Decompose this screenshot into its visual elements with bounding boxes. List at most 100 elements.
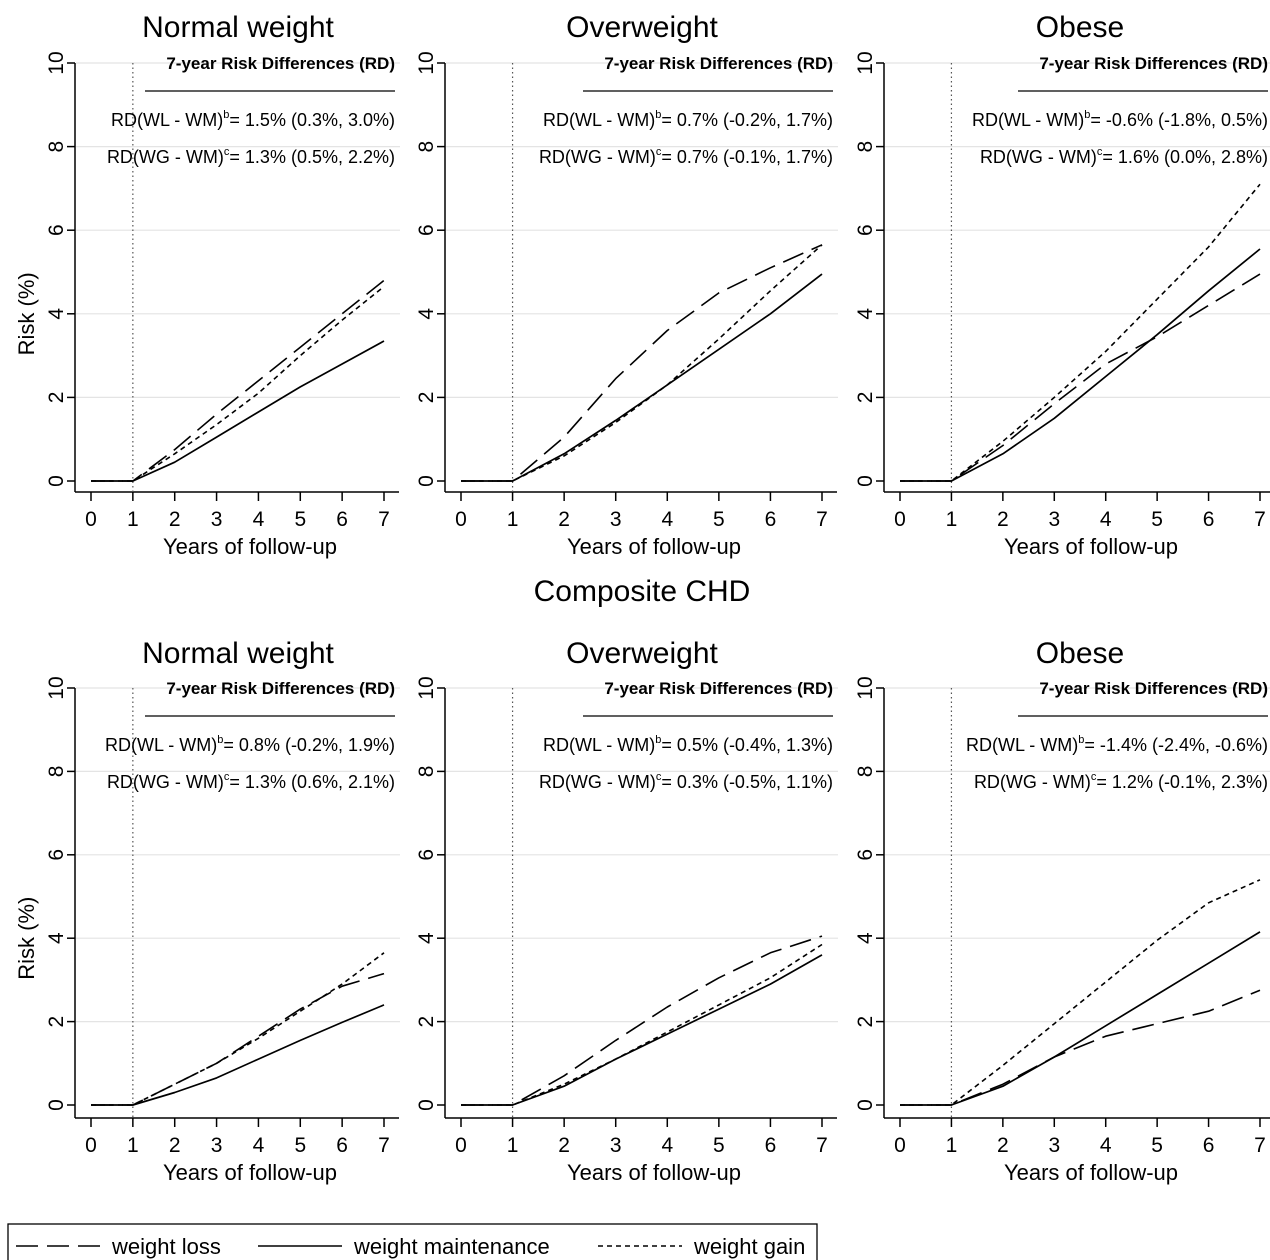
series-line — [900, 931, 1261, 1106]
series-line — [461, 244, 823, 482]
rd-line: RD(WG - WM)c= 0.7% (-0.1%, 1.7%) — [539, 146, 833, 167]
x-tick-label: 1 — [127, 508, 139, 531]
rd-line: RD(WG - WM)c= 0.3% (-0.5%, 1.1%) — [539, 771, 833, 792]
rd-header: 7-year Risk Differences (RD) — [166, 679, 395, 698]
rd-superscript: c — [656, 771, 662, 783]
x-tick-label: 4 — [1100, 1134, 1112, 1157]
rd-line: RD(WL - WM)b= 0.7% (-0.2%, 1.7%) — [543, 109, 833, 130]
x-tick-label: 2 — [558, 1134, 570, 1157]
x-tick-label: 2 — [997, 508, 1009, 531]
rd-superscript: b — [223, 109, 229, 121]
rd-value: = 1.3% (0.5%, 2.2%) — [229, 147, 395, 167]
series-line — [461, 244, 823, 482]
rd-value: = 1.6% (0.0%, 2.8%) — [1102, 147, 1268, 167]
rd-line: RD(WL - WM)b= 0.8% (-0.2%, 1.9%) — [105, 734, 395, 755]
y-tick-label: 0 — [854, 1099, 877, 1111]
x-tick-label: 5 — [1151, 508, 1163, 531]
rd-superscript: b — [655, 109, 661, 121]
y-tick-label: 8 — [854, 766, 877, 778]
x-tick-label: 4 — [253, 1134, 265, 1157]
x-tick-label: 5 — [713, 1134, 725, 1157]
x-tick-label: 6 — [765, 508, 777, 531]
series-line — [91, 340, 385, 482]
y-tick-label: 6 — [415, 224, 438, 236]
y-tick-label: 2 — [45, 392, 68, 404]
middle-title: Composite CHD — [534, 575, 751, 608]
legend-label: weight loss — [111, 1234, 221, 1259]
x-tick-label: 0 — [894, 1134, 906, 1157]
y-tick-label: 2 — [415, 1016, 438, 1028]
x-tick-label: 7 — [378, 508, 390, 531]
chart-panel: 0 2 4 6 8 10 0 1 2 3 4 5 6 7 Years of follow-up Obese 7-… — [854, 637, 1270, 1185]
x-tick-label: 3 — [610, 1134, 622, 1157]
y-tick-label: 2 — [415, 392, 438, 404]
x-tick-label: 6 — [1203, 1134, 1215, 1157]
y-tick-label: 8 — [415, 766, 438, 778]
rd-superscript: c — [656, 146, 662, 158]
x-tick-label: 3 — [211, 508, 223, 531]
rd-prefix: RD(WG - WM) — [107, 772, 224, 792]
x-axis-label: Years of follow-up — [567, 534, 741, 559]
rd-prefix: RD(WL - WM) — [105, 735, 217, 755]
x-axis-label: Years of follow-up — [1004, 1160, 1178, 1185]
y-tick-label: 10 — [45, 676, 68, 699]
x-tick-label: 6 — [1203, 508, 1215, 531]
series-line — [461, 943, 823, 1106]
chart-panel: 0 2 4 6 8 10 0 1 2 3 4 5 6 7 Years of follow-up Overwei… — [415, 11, 838, 559]
panel-title: Normal weight — [142, 637, 334, 670]
y-tick-label: 4 — [45, 308, 68, 320]
rd-line: RD(WL - WM)b= 0.5% (-0.4%, 1.3%) — [543, 734, 833, 755]
x-tick-label: 3 — [211, 1134, 223, 1157]
x-axis-label: Years of follow-up — [163, 1160, 337, 1185]
rd-line: RD(WL - WM)b= -0.6% (-1.8%, 0.5%) — [972, 109, 1268, 130]
y-tick-label: 4 — [854, 932, 877, 944]
x-tick-label: 0 — [455, 508, 467, 531]
series-line — [900, 989, 1261, 1106]
y-tick-label: 8 — [45, 141, 68, 153]
rd-prefix: RD(WL - WM) — [972, 110, 1084, 130]
rd-superscript: c — [1091, 771, 1097, 783]
x-tick-label: 5 — [713, 508, 725, 531]
rd-superscript: b — [217, 734, 223, 746]
y-tick-label: 4 — [45, 932, 68, 944]
x-axis-label: Years of follow-up — [1004, 534, 1178, 559]
y-tick-label: 0 — [854, 475, 877, 487]
rd-line: RD(WG - WM)c= 1.3% (0.6%, 2.1%) — [107, 771, 395, 792]
rd-line: RD(WG - WM)c= 1.2% (-0.1%, 2.3%) — [974, 771, 1268, 792]
panel-title: Obese — [1036, 637, 1124, 670]
rd-line: RD(WG - WM)c= 1.3% (0.5%, 2.2%) — [107, 146, 395, 167]
y-tick-label: 2 — [45, 1016, 68, 1028]
x-tick-label: 5 — [294, 1134, 306, 1157]
y-tick-label: 0 — [415, 475, 438, 487]
x-tick-label: 2 — [558, 508, 570, 531]
x-tick-label: 3 — [610, 508, 622, 531]
y-tick-label: 10 — [415, 676, 438, 699]
x-tick-label: 1 — [946, 508, 958, 531]
x-tick-label: 7 — [1254, 1134, 1266, 1157]
rd-prefix: RD(WG - WM) — [974, 772, 1091, 792]
rd-superscript: b — [1078, 734, 1084, 746]
rd-value: = 0.5% (-0.4%, 1.3%) — [661, 735, 833, 755]
rd-value: = 1.2% (-0.1%, 2.3%) — [1096, 772, 1268, 792]
series-line — [91, 285, 385, 482]
x-axis-label: Years of follow-up — [163, 534, 337, 559]
rd-value: = 1.5% (0.3%, 3.0%) — [229, 110, 395, 130]
rd-value: = 0.7% (-0.1%, 1.7%) — [661, 147, 833, 167]
rd-prefix: RD(WL - WM) — [543, 110, 655, 130]
y-tick-label: 6 — [45, 224, 68, 236]
panel-title: Overweight — [566, 11, 718, 44]
legend-label: weight gain — [693, 1234, 805, 1259]
x-tick-label: 1 — [507, 508, 519, 531]
series-line — [900, 248, 1261, 482]
x-tick-label: 4 — [1100, 508, 1112, 531]
x-axis-label: Years of follow-up — [567, 1160, 741, 1185]
y-tick-label: 0 — [45, 1099, 68, 1111]
y-tick-label: 4 — [415, 308, 438, 320]
rd-value: = 0.8% (-0.2%, 1.9%) — [223, 735, 395, 755]
x-tick-label: 0 — [455, 1134, 467, 1157]
rd-header: 7-year Risk Differences (RD) — [1039, 679, 1268, 698]
series-line — [461, 954, 823, 1106]
series-line — [91, 279, 385, 482]
x-tick-label: 6 — [336, 1134, 348, 1157]
rd-prefix: RD(WG - WM) — [107, 147, 224, 167]
